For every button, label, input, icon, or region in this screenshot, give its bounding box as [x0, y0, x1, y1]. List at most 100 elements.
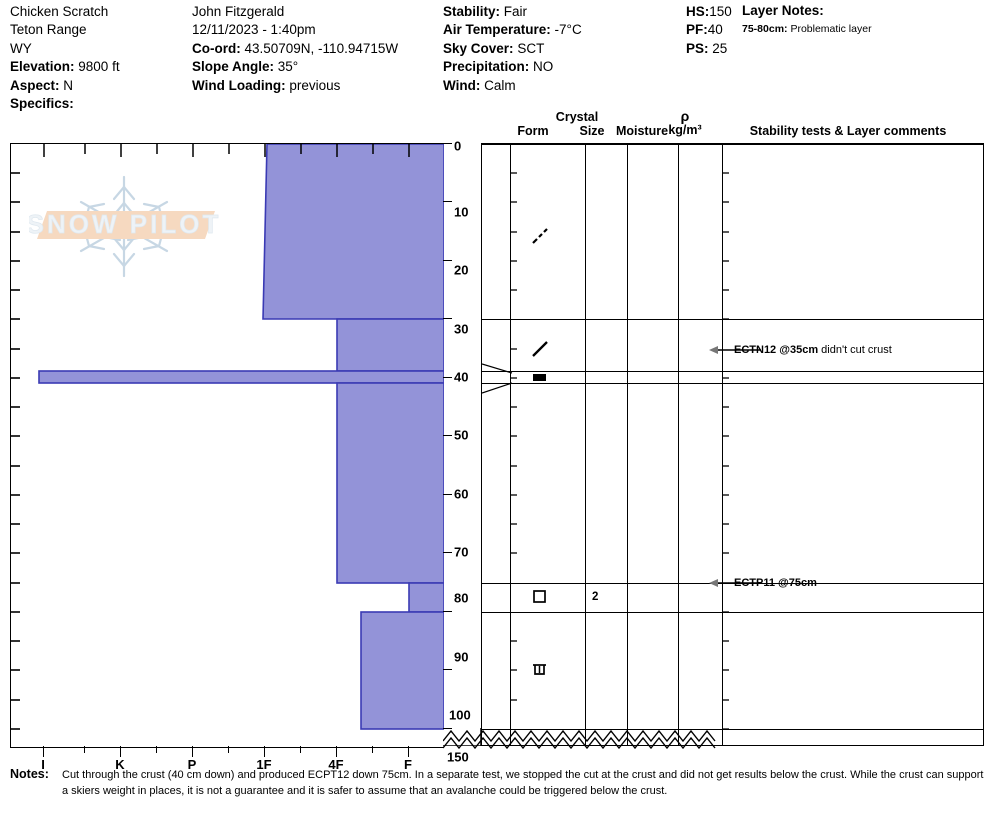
field-label: Wind Loading:: [192, 77, 286, 93]
depth-tick: [443, 377, 452, 378]
hardness-plot-area: SNOW PILOT: [10, 143, 444, 748]
column-title-size: Size: [579, 124, 605, 138]
snow-pilot-watermark: SNOW PILOT: [26, 169, 219, 284]
depth-label: 30: [454, 321, 469, 337]
field-label: Slope Angle:: [192, 59, 275, 75]
stability-arrow-icon: [709, 579, 761, 587]
depth-label-break: 150: [447, 749, 469, 765]
header-row: Specifics:: [10, 95, 120, 113]
notes-section: Notes: Cut through the crust (40 cm down…: [10, 766, 984, 799]
layer-boundary: [482, 729, 983, 730]
notes-body: Cut through the crust (40 cm down) and p…: [62, 769, 984, 797]
col-sep-form-left: [510, 144, 511, 745]
header-row: WY: [10, 40, 120, 58]
hardness-tick-minor: [372, 746, 373, 753]
hardness-tick: [408, 746, 409, 757]
header-column-observer: John Fitzgerald 12/11/2023 - 1:40pm Co-o…: [192, 3, 398, 95]
field-value: Calm: [484, 77, 516, 93]
depth-tick: [443, 611, 452, 612]
field-value: 25: [712, 40, 728, 56]
depth-tick: [443, 552, 452, 553]
column-title-stability: Stability tests & Layer comments: [749, 124, 947, 138]
layer-note-item: 75-80cm: Problematic layer: [742, 23, 872, 35]
header-row: Wind: Calm: [443, 77, 582, 95]
field-value: SCT: [517, 40, 545, 56]
field-value: NO: [533, 59, 554, 75]
notes-label: Notes:: [10, 767, 49, 781]
header-row: Teton Range: [10, 21, 120, 39]
field-label: PF:: [686, 22, 708, 38]
hardness-tick-minor: [84, 746, 85, 753]
header-row: HS:150: [686, 3, 732, 21]
watermark-band: [37, 211, 215, 239]
layer-bar-3: [336, 382, 444, 584]
stability-col-ticks: [722, 172, 729, 729]
layer-boundary: [482, 319, 983, 320]
col-sep-moisture-density: [678, 144, 679, 745]
grain-size-value: 2: [592, 591, 599, 603]
header-row: 12/11/2023 - 1:40pm: [192, 21, 398, 39]
table-bottom-frame: [443, 713, 984, 746]
hardness-tick: [120, 746, 121, 757]
axis-break-zigzag: [443, 729, 716, 750]
field-label: HS:: [686, 4, 710, 19]
stability-test-label-0: ECTN12 @35cm didn't cut crust: [734, 344, 892, 356]
depth-label: 60: [454, 486, 469, 502]
hardness-axis: I K P 1F 4F F: [10, 746, 443, 776]
hardness-tick: [192, 746, 193, 757]
hardness-tick-minor: [228, 746, 229, 753]
field-value: WY: [10, 40, 32, 56]
hardness-label: K: [115, 757, 125, 772]
layer-boundary: [482, 383, 983, 384]
hardness-label: F: [404, 757, 412, 772]
header-row: Chicken Scratch: [10, 3, 120, 21]
depth-label: 0: [454, 138, 462, 154]
profile-header: Chicken Scratch Teton Range WY Elevation…: [0, 0, 994, 113]
column-title-moisture: Moisture: [615, 124, 669, 138]
header-row: Sky Cover: SCT: [443, 40, 582, 58]
decomposing-fragments-icon: [532, 228, 548, 244]
layer-note-range: 75-80cm:: [742, 23, 788, 35]
header-row: Aspect: N: [10, 77, 120, 95]
field-value: 12/11/2023 - 1:40pm: [192, 22, 316, 38]
stability-arrow-icon: [709, 346, 761, 354]
field-value: 150: [709, 4, 732, 19]
field-label: Specifics:: [10, 95, 74, 111]
depth-label: 90: [454, 649, 469, 665]
field-value: 40: [707, 22, 723, 38]
layer-bar-1: [336, 318, 444, 372]
depth-tick: [443, 494, 452, 495]
layer-note-text: Problematic layer: [790, 23, 872, 35]
layer-boundary: [482, 144, 983, 145]
header-row: John Fitzgerald: [192, 3, 398, 21]
hardness-tick-minor: [156, 746, 157, 753]
field-value: 43.50709N, -110.94715W: [244, 40, 399, 56]
field-value: Teton Range: [10, 22, 87, 38]
depth-tick: [443, 728, 452, 729]
field-label: Sky Cover:: [443, 40, 514, 56]
column-title-crystal: Crystal: [555, 110, 599, 124]
depth-tick: [443, 201, 452, 202]
col-sep-form-size: [585, 144, 586, 745]
depth-tick: [443, 669, 452, 670]
column-title-density-units: kg/m³: [668, 123, 702, 137]
depth-tick: [443, 318, 452, 319]
snow-profile-graph: SNOW PILOT: [10, 139, 984, 765]
hardness-label: 1F: [256, 757, 272, 772]
column-title-density-symbol: ρ: [680, 108, 690, 124]
field-label: Elevation:: [10, 59, 75, 75]
depth-hoar-icon: [533, 664, 546, 675]
depth-label: 10: [454, 204, 469, 220]
field-label: Co-ord:: [192, 40, 241, 56]
layer-boundary: [482, 371, 983, 372]
top-axis-ticks: [43, 144, 410, 157]
layer-notes-title: Layer Notes:: [742, 3, 824, 18]
field-label: Wind:: [443, 77, 481, 93]
faceted-crystals-icon: [533, 590, 546, 603]
form-col-ticks: [510, 172, 517, 701]
col-sep-density-stability: [722, 144, 723, 745]
field-label: Aspect:: [10, 77, 60, 93]
hardness-label: I: [41, 757, 45, 772]
layer-bar-5: [360, 611, 444, 730]
header-row: Slope Angle: 35°: [192, 58, 398, 76]
